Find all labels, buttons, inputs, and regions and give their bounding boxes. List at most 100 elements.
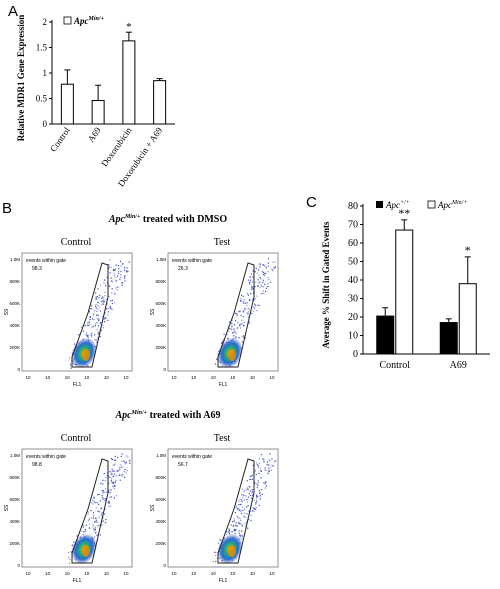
event-dot [239,503,241,506]
event-dot [128,261,130,263]
event-dot [255,483,257,485]
event-dot [256,464,259,466]
event-dot [117,469,120,472]
event-dot [111,281,114,283]
event-dot [124,275,126,277]
event-dot [251,281,254,283]
event-dot [263,461,265,463]
event-dot [266,463,268,466]
event-dot [269,281,272,283]
event-dot [267,276,269,279]
event-dot [94,501,96,504]
event-dot [99,294,101,297]
event-dot [102,324,104,327]
event-dot [108,496,111,499]
plot-x-tick-label: 10 [65,571,71,576]
event-dot [231,530,234,533]
event-dot [99,323,101,325]
event-dot [252,507,255,509]
event-dot [95,507,98,509]
event-dot [249,494,252,497]
event-dot [255,473,258,476]
event-dot [255,501,257,504]
event-dot [223,333,225,336]
event-dot [246,480,248,482]
plot-x-tick-label: 10 [65,375,71,380]
event-dot [97,314,99,316]
event-dot [97,304,99,307]
event-dot [111,308,114,311]
event-dot [118,474,120,477]
event-dot [92,503,94,505]
event-dot [238,310,240,313]
event-dot [101,300,103,302]
plot-x-tick-label: 10 [171,375,177,380]
event-dot [240,294,243,297]
event-dot [114,269,116,271]
plot-y-tick-label: 0 [17,367,20,372]
event-dot [253,508,256,510]
event-dot [101,303,103,306]
event-dot [269,466,271,469]
event-dot [261,493,263,496]
event-dot [117,286,119,288]
event-dot [95,296,97,298]
event-dot [90,509,92,512]
event-dot [112,481,114,483]
event-dot [233,518,235,520]
event-dot [117,272,120,274]
event-dot [259,262,261,265]
event-dot [118,270,120,273]
event-dot [102,300,104,302]
event-dot [251,492,253,494]
event-dot [105,476,107,479]
event-dot [94,517,97,520]
event-dot [97,331,99,333]
event-dot [127,456,129,458]
event-dot [264,469,267,471]
event-dot [259,498,261,500]
event-dot [68,357,71,359]
plot-y-tick-label: 600K [155,497,166,502]
event-dot [243,512,246,514]
event-dot [241,335,244,337]
event-dot [105,308,108,310]
event-dot [109,491,112,494]
event-dot [97,333,99,335]
event-dot [96,314,98,316]
event-dot [246,292,249,295]
event-dot [262,458,264,460]
event-dot [104,284,107,286]
event-dot [129,462,131,464]
gate-label: events within gate [172,258,212,264]
gate-label: events within gate [172,454,212,460]
event-dot [244,309,246,311]
event-dot [264,481,267,483]
panel-a-y-label: Relative MDR1 Gene Expression [16,15,26,142]
event-dot [85,332,88,334]
panel-c-y-tick-label: 10 [348,331,358,342]
event-dot [258,462,261,465]
gate-polygon [217,262,255,368]
event-dot [97,503,100,506]
event-dot [94,536,96,538]
event-dot [235,528,237,531]
panel-a-y-tick-label: 0.5 [36,94,48,104]
event-dot [104,312,107,314]
event-dot [96,328,98,331]
event-dot [93,497,95,499]
event-dot [94,529,96,531]
plot-y-tick-label: 800K [155,279,166,284]
event-dot [230,328,233,331]
event-dot [264,264,266,266]
event-dot [87,513,89,516]
plot-y-tick-label: 200K [155,541,166,546]
event-dot [119,260,122,263]
event-dot [125,462,127,464]
event-dot [96,337,99,339]
event-dot [238,530,240,532]
event-dot [241,319,243,322]
event-dot [104,291,106,294]
